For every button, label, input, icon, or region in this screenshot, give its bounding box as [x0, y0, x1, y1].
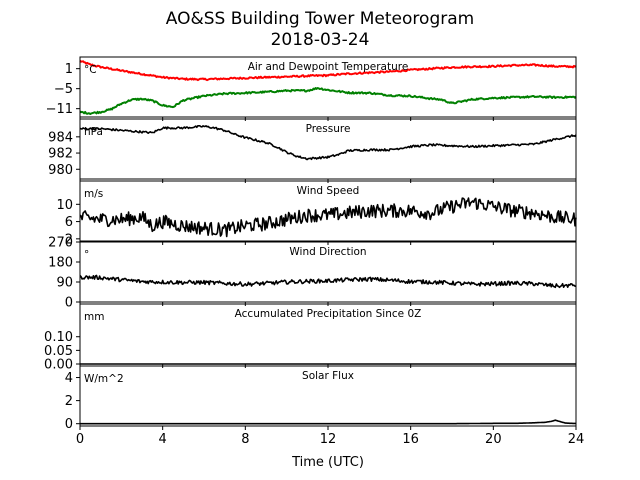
y-tick-label: −11	[46, 102, 73, 117]
series-line-1-2	[79, 87, 577, 115]
x-tick-label: 8	[241, 432, 249, 447]
y-tick-label: −5	[54, 82, 73, 97]
panel-title: Wind Speed	[297, 185, 360, 197]
series-line-2-1	[79, 125, 577, 161]
panel-unit: mm	[84, 311, 104, 323]
y-tick-label: 0.05	[44, 344, 73, 359]
y-tick-label: 984	[48, 130, 73, 145]
panel-3: 10 6 2 Wind Speed m/s	[56, 180, 577, 247]
y-tick-label: 2	[65, 394, 73, 409]
y-tick-label: 90	[56, 276, 73, 291]
y-tick-label: 982	[48, 147, 73, 162]
y-tick-label: 180	[48, 256, 73, 271]
panel-unit: °C	[84, 64, 97, 76]
x-tick-label: 4	[159, 432, 167, 447]
x-tick-label: 16	[402, 432, 419, 447]
figure-subtitle: 2018-03-24	[271, 30, 370, 50]
series-line-4-1	[79, 274, 577, 289]
x-tick-label: 12	[320, 432, 337, 447]
y-tick-label: 0.00	[44, 358, 73, 373]
panel-title: Solar Flux	[302, 370, 354, 382]
y-tick-label: 0	[65, 296, 73, 311]
figure-title: AO&SS Building Tower Meteorogram	[166, 9, 474, 29]
x-tick-label: 20	[485, 432, 502, 447]
series-line-3-1	[79, 197, 577, 238]
panel-6: 4 2 0 Solar Flux W/m^2	[65, 365, 577, 432]
y-tick-label: 1	[65, 62, 73, 77]
series-line-6-1	[80, 419, 577, 425]
y-tick-label: 10	[56, 198, 73, 213]
panel-title: Pressure	[306, 123, 351, 135]
y-tick-label: 4	[65, 371, 73, 386]
panel-unit: W/m^2	[84, 373, 124, 385]
x-tick-label: 0	[76, 432, 84, 447]
panel-title: Wind Direction	[289, 246, 366, 258]
x-axis-label: Time (UTC)	[291, 455, 364, 470]
y-tick-label: 0	[65, 417, 73, 432]
y-tick-label: 270	[48, 236, 73, 251]
panel-unit: hPa	[84, 126, 103, 138]
panel-unit: °	[84, 249, 89, 261]
y-tick-label: 0.10	[44, 330, 73, 345]
panel-5: 0.100.050.00 Accumulated Precipitation Si…	[44, 303, 577, 373]
panel-title: Accumulated Precipitation Since 0Z	[235, 308, 422, 320]
y-tick-label: 6	[65, 215, 73, 230]
panel-unit: m/s	[84, 188, 103, 200]
panel-1: 1 −5 −11 Air and Dewpoint Temperature °C	[46, 56, 577, 121]
y-tick-label: 980	[48, 163, 73, 178]
series-line-1-1	[79, 59, 577, 82]
x-tick-label: 24	[568, 432, 585, 447]
y-tick-label: 2	[65, 232, 73, 247]
panel-title: Air and Dewpoint Temperature	[248, 61, 409, 73]
